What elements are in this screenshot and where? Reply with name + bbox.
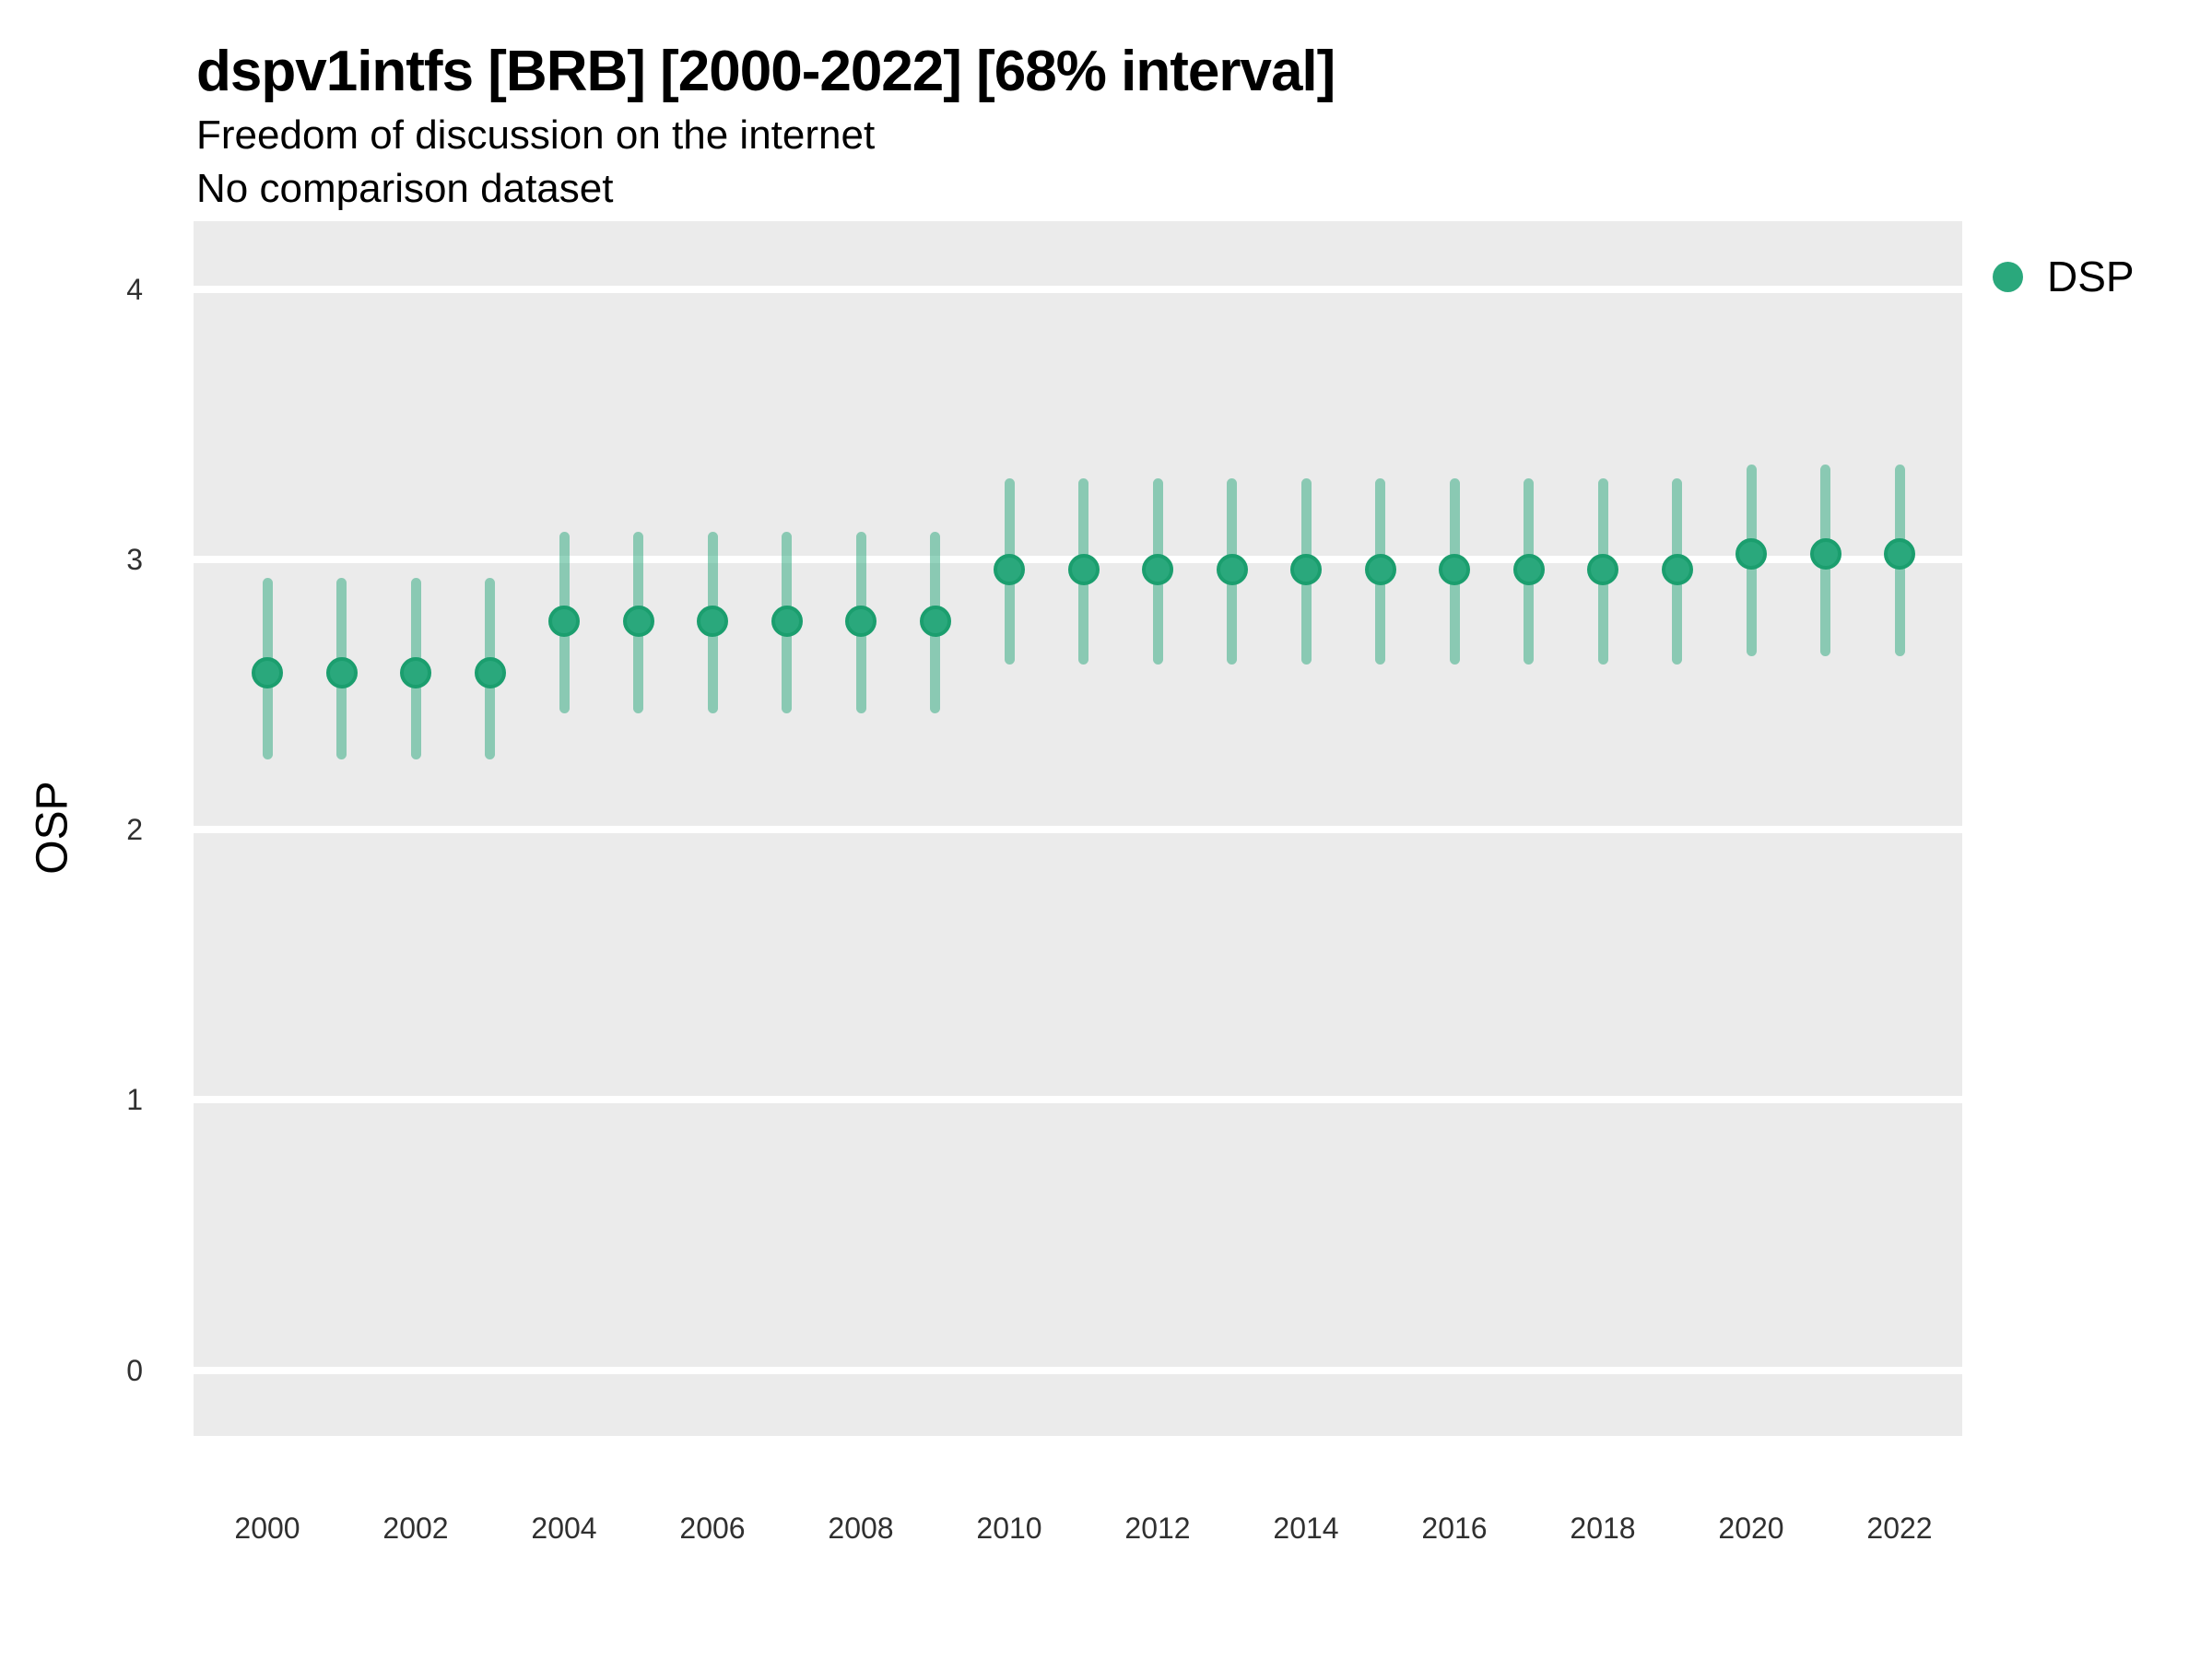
y-tick-label-2: 2: [126, 813, 143, 846]
data-point-2015: [1364, 554, 1396, 586]
y-tick-label-1: 1: [126, 1083, 143, 1117]
data-point-2004: [548, 606, 580, 638]
data-point-2001: [325, 656, 358, 688]
x-tick-label-2018: 2018: [1570, 1512, 1636, 1545]
data-point-2016: [1439, 554, 1470, 586]
data-point-2019: [1661, 554, 1693, 586]
legend: DSP: [1993, 251, 2135, 302]
y-gridline-0: [194, 1366, 1962, 1374]
x-tick-label-2020: 2020: [1718, 1512, 1784, 1545]
data-point-2007: [771, 606, 803, 638]
data-point-2017: [1512, 554, 1545, 586]
x-tick-label-2002: 2002: [382, 1512, 449, 1545]
y-tick-label-4: 4: [126, 272, 143, 306]
y-gridline-2: [194, 826, 1962, 833]
data-point-2010: [994, 554, 1025, 586]
x-tick-label-2008: 2008: [828, 1512, 894, 1545]
data-point-2021: [1809, 537, 1841, 570]
data-point-2012: [1142, 554, 1173, 586]
y-gridline-1: [194, 1096, 1962, 1104]
chart-note: No comparison dataset: [196, 166, 614, 211]
data-point-2009: [919, 606, 951, 638]
x-tick-label-2004: 2004: [531, 1512, 597, 1545]
y-tick-label-0: 0: [126, 1353, 143, 1387]
x-tick-label-2006: 2006: [679, 1512, 746, 1545]
legend-label: DSP: [2047, 253, 2135, 300]
chart-subtitle: Freedom of discussion on the internet: [196, 112, 876, 158]
data-point-2013: [1216, 554, 1248, 586]
data-point-2003: [474, 656, 506, 688]
x-tick-label-2022: 2022: [1866, 1512, 1933, 1545]
data-point-2000: [252, 656, 283, 688]
data-point-2014: [1290, 554, 1322, 586]
x-tick-label-2016: 2016: [1421, 1512, 1488, 1545]
x-tick-label-2010: 2010: [976, 1512, 1042, 1545]
plot-panel: [194, 221, 1962, 1436]
data-point-2008: [845, 606, 877, 638]
y-tick-label-3: 3: [126, 542, 143, 576]
data-point-2018: [1587, 554, 1618, 586]
legend-point-icon: [1993, 261, 2023, 292]
data-point-2002: [400, 656, 431, 688]
data-point-2011: [1067, 554, 1100, 586]
x-tick-label-2000: 2000: [234, 1512, 300, 1545]
data-point-2022: [1884, 537, 1915, 570]
data-point-2020: [1735, 537, 1767, 570]
x-tick-label-2014: 2014: [1273, 1512, 1339, 1545]
x-tick-label-2012: 2012: [1124, 1512, 1191, 1545]
y-gridline-4: [194, 285, 1962, 293]
chart-title: dspv1intfs [BRB] [2000-2022] [68% interv…: [196, 40, 1335, 103]
data-point-2006: [697, 606, 728, 638]
data-point-2005: [622, 606, 654, 638]
